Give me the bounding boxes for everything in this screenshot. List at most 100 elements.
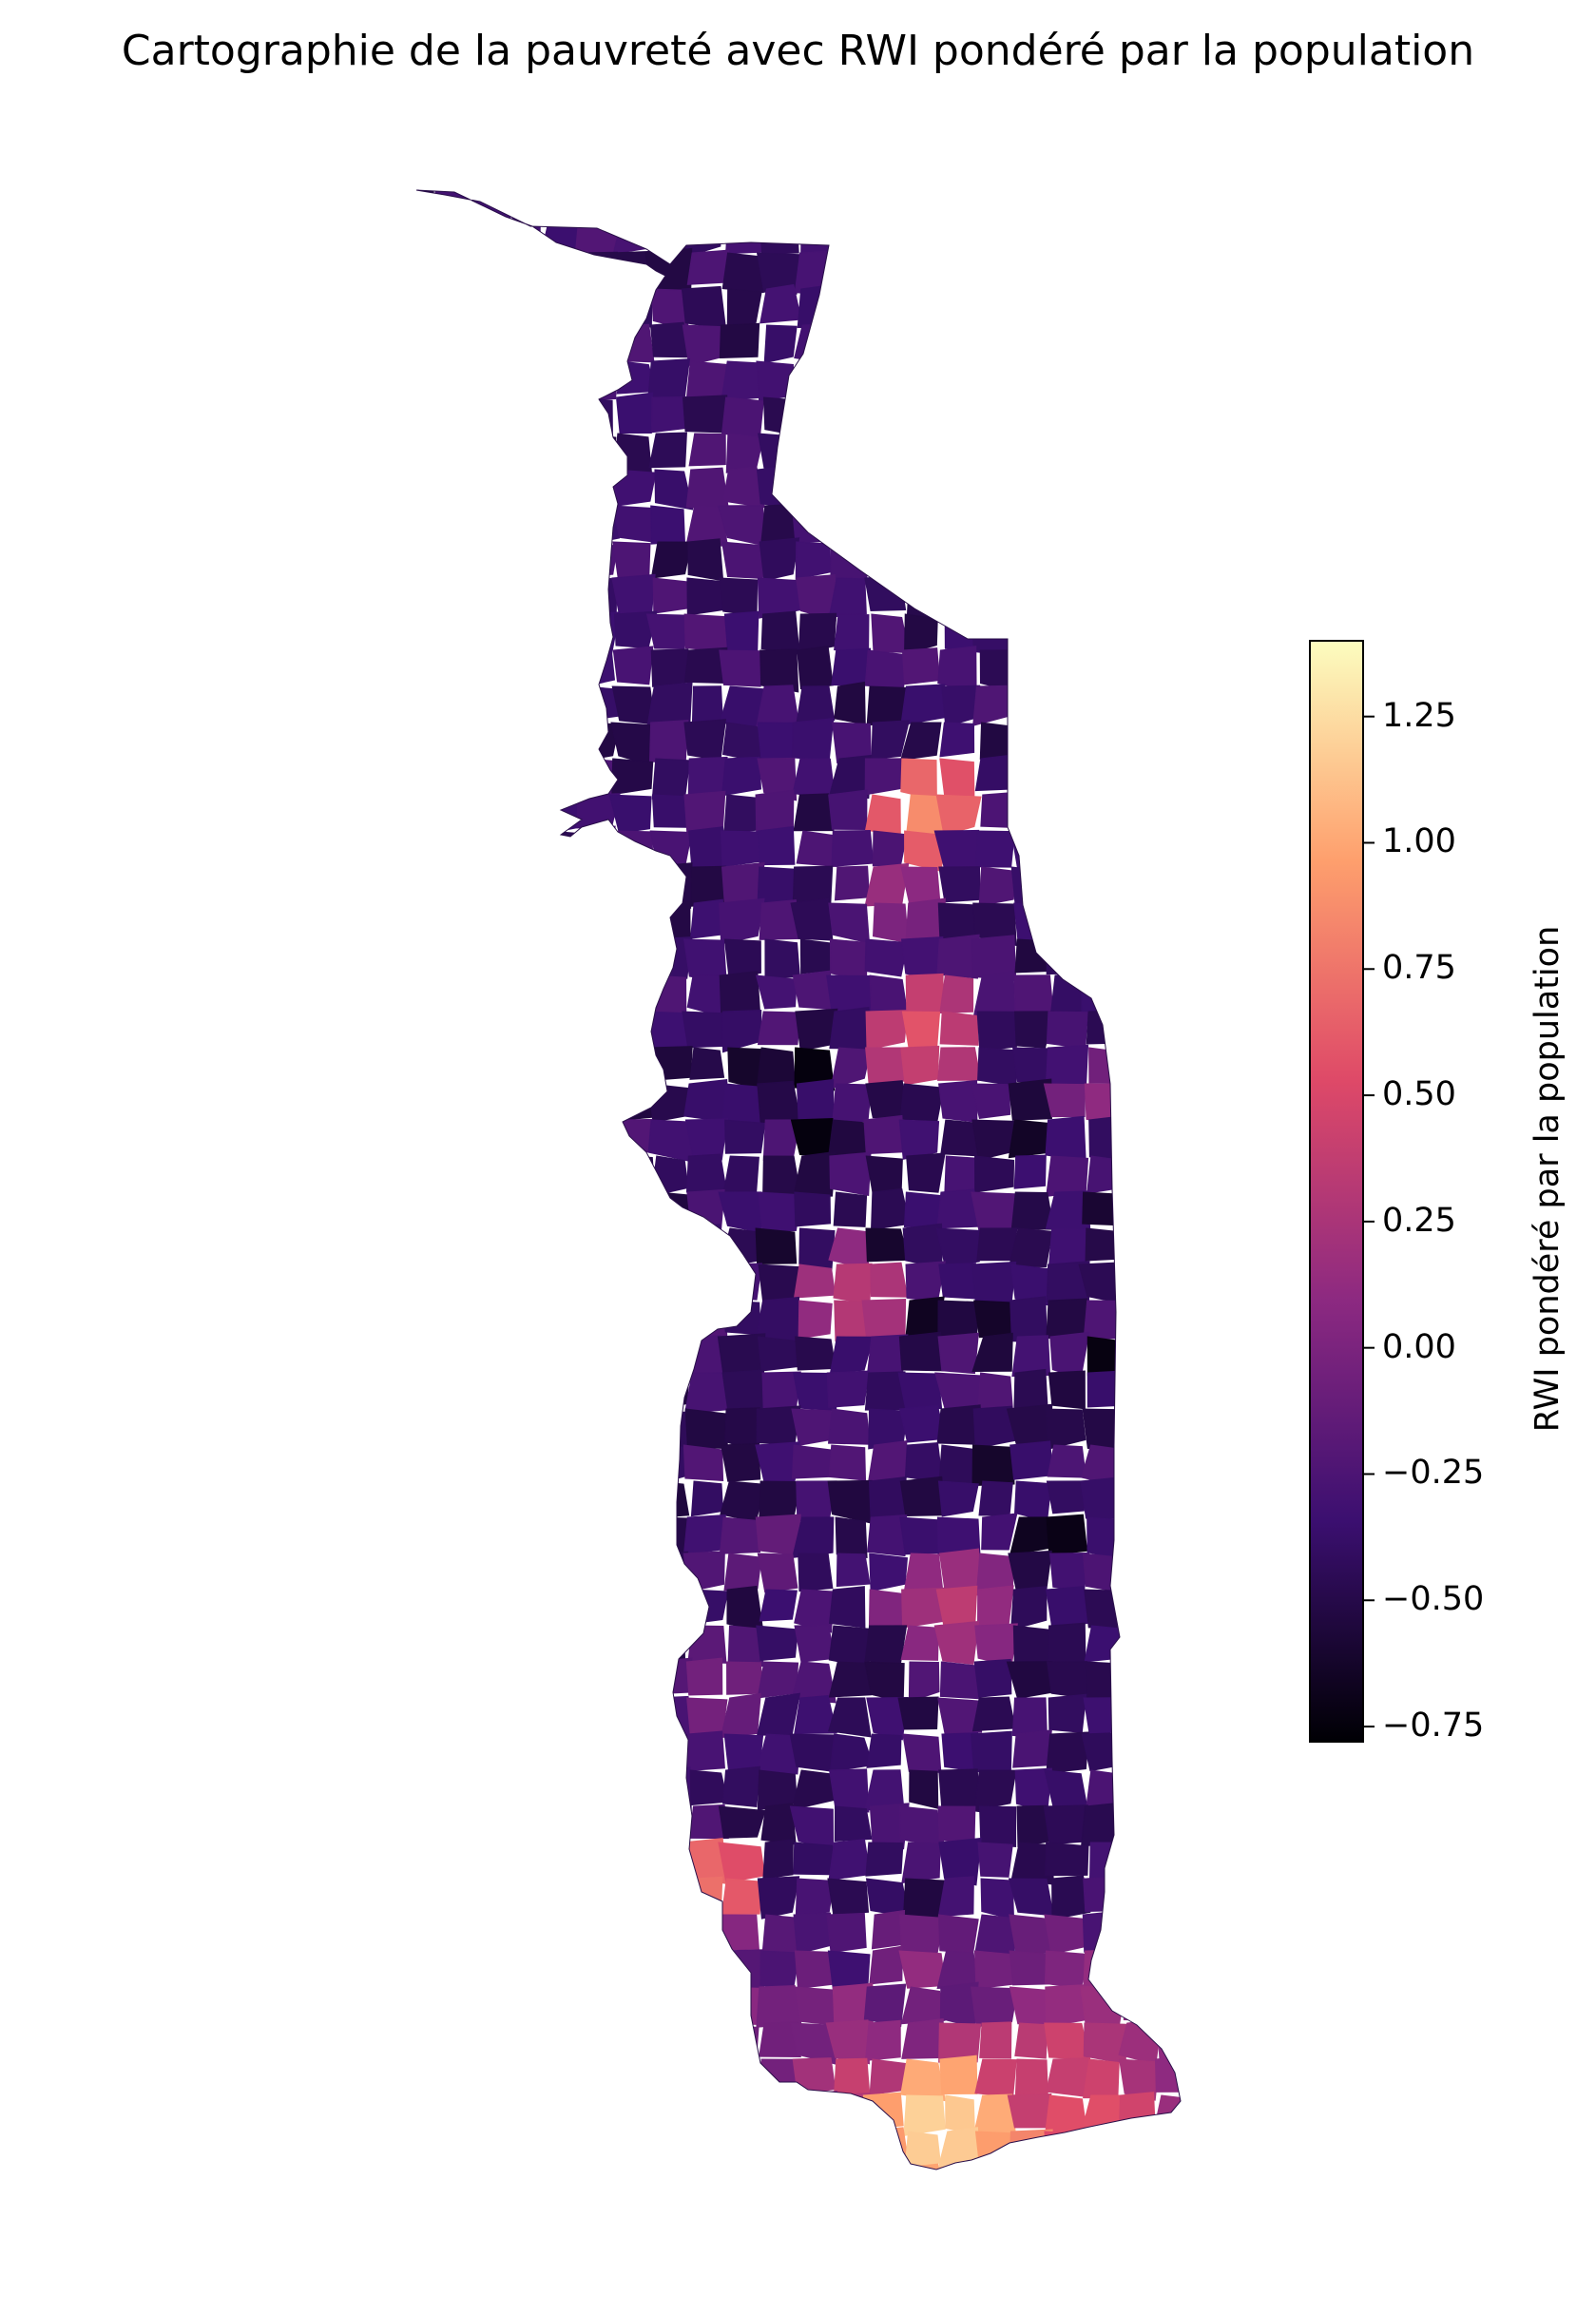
region-polygon: [1014, 2022, 1048, 2059]
region-polygon: [654, 469, 694, 511]
region-polygon: [763, 324, 798, 364]
region-polygon: [759, 1589, 798, 1622]
region-polygon: [757, 757, 798, 801]
colorbar-tick-label: 1.25: [1382, 696, 1456, 735]
colorbar-ticks: [1363, 715, 1375, 1728]
region-polygon: [755, 974, 798, 1010]
region-polygon: [650, 541, 692, 579]
region-polygon: [759, 2021, 801, 2058]
region-polygon: [908, 1661, 940, 1703]
region-polygon: [798, 1300, 833, 1340]
colorbar-fill: [1309, 640, 1364, 1743]
region-polygon: [757, 1553, 798, 1593]
region-polygon: [939, 1661, 980, 1700]
region-polygon: [902, 2163, 942, 2170]
region-polygon: [1013, 1154, 1047, 1189]
region-polygon: [830, 1047, 872, 1090]
region-polygon: [1046, 1731, 1089, 1774]
region-polygon: [865, 1010, 909, 1051]
region-polygon: [648, 432, 687, 469]
region-polygon: [869, 1803, 910, 1850]
region-polygon: [719, 897, 765, 945]
colorbar-tick-label: 1.00: [1382, 822, 1456, 861]
region-polygon: [721, 756, 762, 797]
region-polygon: [794, 1694, 837, 1735]
region-polygon: [755, 1227, 798, 1265]
region-polygon: [757, 1876, 800, 1920]
region-polygon: [935, 794, 982, 837]
region-polygon: [971, 1332, 1013, 1373]
region-polygon: [936, 934, 980, 979]
region-polygon: [719, 1516, 763, 1554]
region-polygon: [974, 1155, 1015, 1193]
region-polygon: [614, 469, 657, 507]
region-polygon: [1045, 1842, 1089, 1877]
region-polygon: [650, 505, 685, 545]
region-polygon: [979, 2021, 1012, 2059]
region-polygon: [971, 1444, 1015, 1487]
region-polygon: [836, 1553, 871, 1588]
region-polygon: [1043, 1083, 1086, 1118]
region-polygon: [826, 1912, 867, 1954]
region-polygon: [756, 1733, 801, 1775]
region-polygon: [756, 1625, 798, 1662]
region-polygon: [937, 1480, 979, 1517]
region-polygon: [795, 1878, 835, 1918]
region-polygon: [719, 322, 760, 359]
region-polygon: [899, 722, 942, 762]
region-polygon: [867, 1514, 908, 1557]
region-polygon: [939, 974, 974, 1014]
region-polygon: [796, 685, 836, 723]
region-polygon: [935, 1227, 980, 1268]
region-polygon: [645, 613, 687, 649]
region-polygon: [796, 1480, 837, 1522]
region-polygon: [792, 1516, 835, 1558]
region-polygon: [791, 1661, 836, 1704]
region-polygon: [757, 1011, 801, 1046]
region-polygon: [829, 1586, 866, 1629]
region-polygon: [897, 1696, 939, 1730]
region-polygon: [759, 537, 800, 582]
region-polygon: [829, 1336, 875, 1374]
region-polygon: [683, 1444, 724, 1481]
region-polygon: [972, 902, 1017, 947]
region-polygon: [904, 613, 938, 655]
region-polygon: [827, 1878, 870, 1916]
region-polygon: [938, 1837, 982, 1886]
colorbar-tick-label: −0.25: [1382, 1454, 1485, 1493]
colorbar-tick-label: −0.75: [1382, 1707, 1485, 1746]
region-polygon: [938, 2022, 982, 2063]
region-polygon: [973, 1658, 1012, 1698]
region-polygon: [865, 1842, 904, 1877]
region-polygon: [794, 1589, 835, 1633]
region-polygon: [721, 1442, 761, 1482]
region-polygon: [828, 1697, 872, 1738]
region-polygon: [981, 1513, 1018, 1551]
region-polygon: [1046, 1261, 1090, 1302]
region-polygon: [612, 646, 654, 685]
region-polygon: [933, 1620, 980, 1665]
region-polygon: [898, 1119, 940, 1160]
region-polygon: [901, 1842, 941, 1884]
region-polygon: [937, 1332, 979, 1375]
region-polygon: [975, 830, 1015, 868]
region-polygon: [758, 1191, 802, 1233]
region-polygon: [978, 1805, 1017, 1847]
region-polygon: [688, 433, 726, 467]
region-polygon: [828, 1768, 870, 1813]
region-polygon: [903, 2094, 946, 2137]
colorbar-tick-label: 0.50: [1382, 1075, 1456, 1114]
region-polygon: [1010, 1586, 1048, 1630]
region-polygon: [829, 754, 872, 800]
region-polygon: [719, 649, 762, 687]
region-polygon: [903, 1553, 943, 1592]
region-polygon: [866, 1334, 909, 1377]
region-polygon: [828, 577, 867, 618]
region-polygon: [899, 1083, 945, 1122]
region-polygon: [900, 1986, 946, 2025]
region-polygon: [906, 1152, 946, 1193]
region-polygon: [723, 938, 761, 979]
region-polygon: [726, 288, 762, 330]
region-polygon: [939, 722, 975, 758]
region-polygon: [825, 2019, 871, 2065]
